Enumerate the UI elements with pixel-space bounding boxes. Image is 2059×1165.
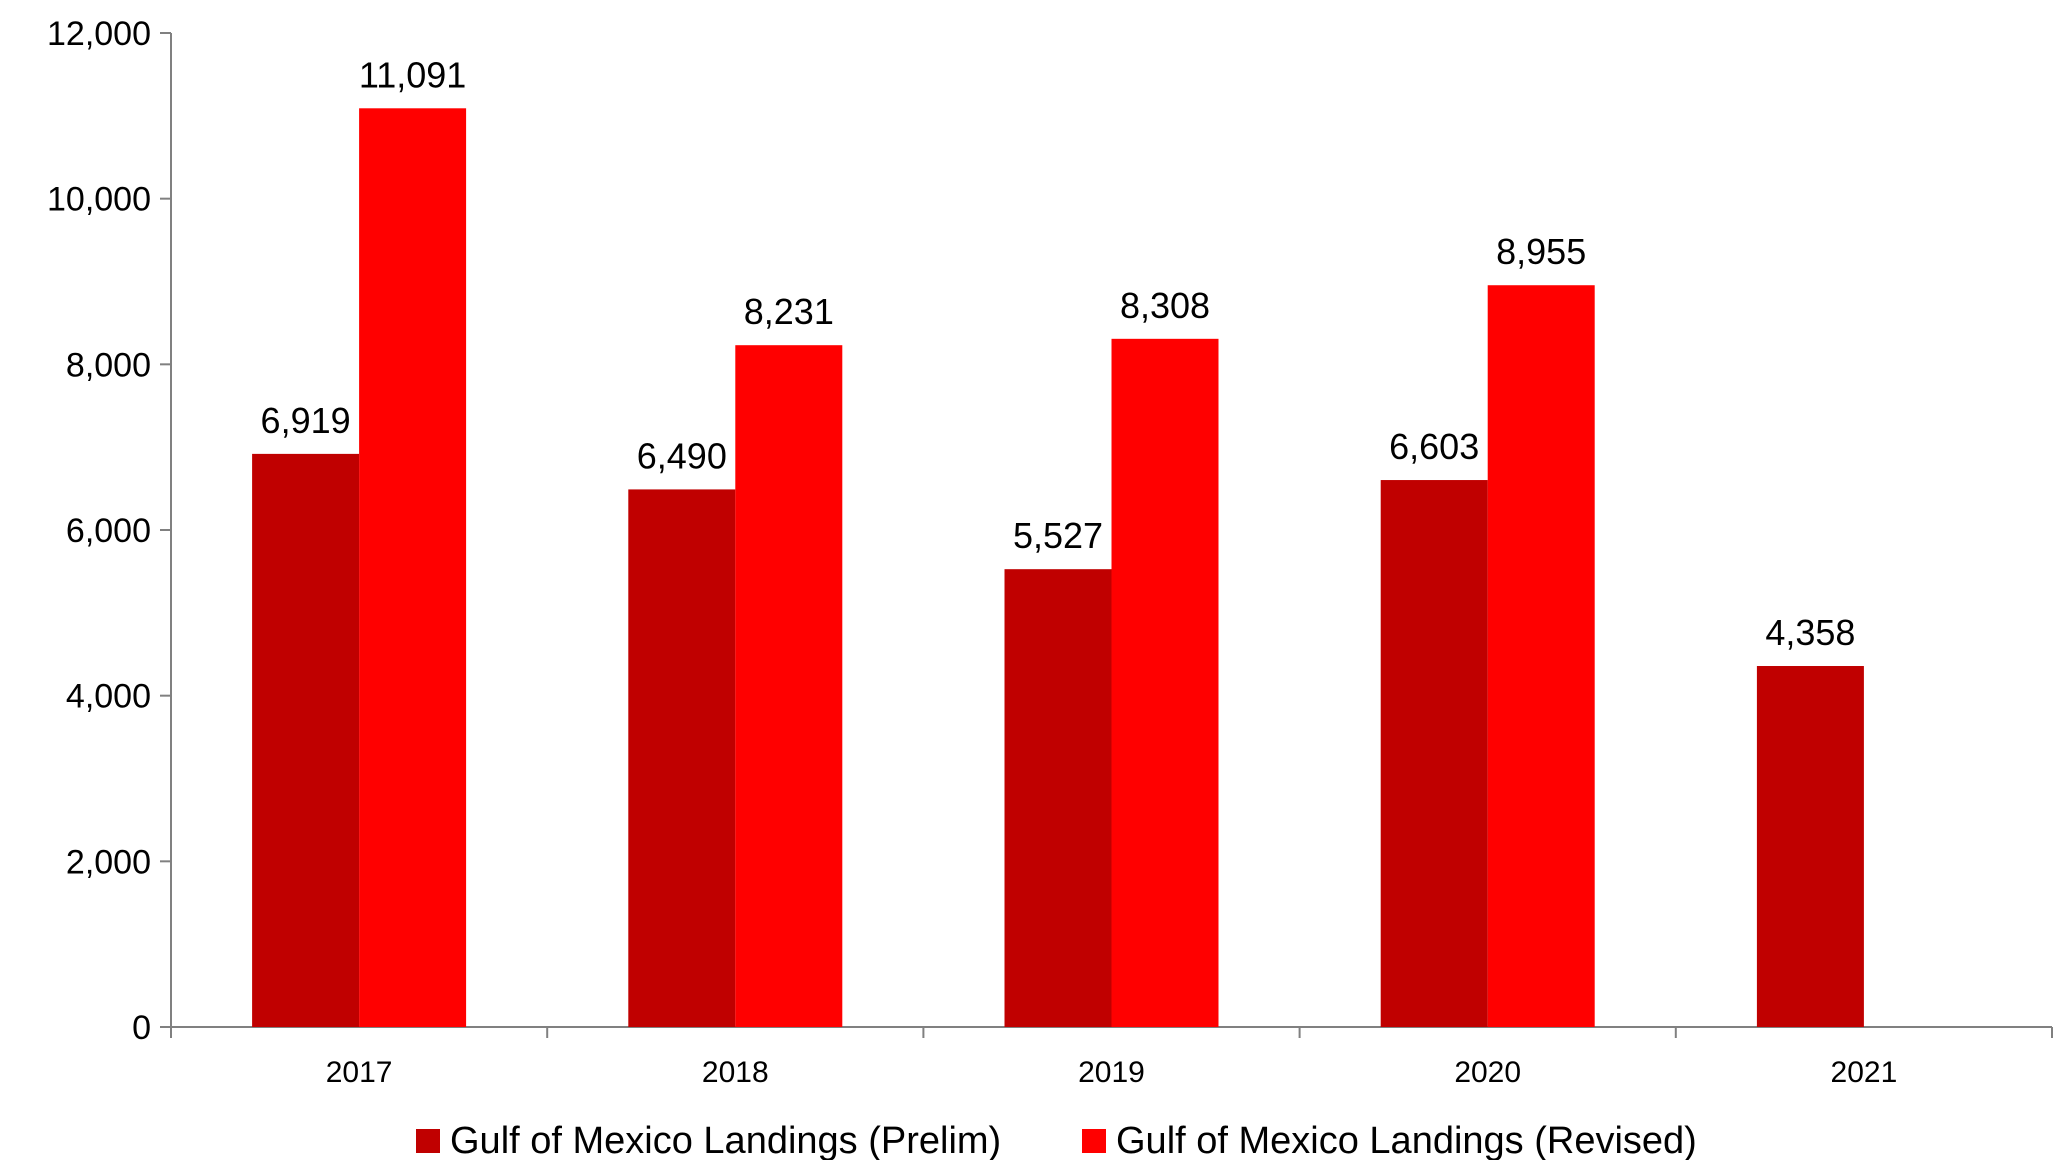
y-tick-label: 6,000 xyxy=(66,512,151,550)
x-tick-label: 2017 xyxy=(326,1056,393,1089)
bar-prelim-2019 xyxy=(1004,569,1112,1027)
y-tick-label: 10,000 xyxy=(47,181,151,219)
data-label-prelim-2020: 6,603 xyxy=(1389,426,1479,467)
y-tick-label: 0 xyxy=(132,1009,151,1047)
data-label-revised-2019: 8,308 xyxy=(1120,285,1210,326)
data-label-revised-2017: 11,091 xyxy=(359,54,466,95)
legend-label-prelim: Gulf of Mexico Landings (Prelim) xyxy=(450,1120,1001,1160)
legend-swatch-revised xyxy=(1082,1129,1106,1153)
data-label-prelim-2018: 6,490 xyxy=(637,435,727,476)
x-tick-label: 2021 xyxy=(1831,1056,1898,1089)
legend-swatch-prelim xyxy=(416,1129,440,1153)
y-tick-label: 12,000 xyxy=(47,15,151,53)
legend: Gulf of Mexico Landings (Prelim) Gulf of… xyxy=(416,1120,1697,1162)
data-label-prelim-2017: 6,919 xyxy=(261,400,351,441)
legend-label-revised: Gulf of Mexico Landings (Revised) xyxy=(1116,1120,1697,1160)
data-label-revised-2020: 8,955 xyxy=(1496,231,1586,272)
bar-prelim-2020 xyxy=(1380,480,1488,1027)
x-tick-label: 2019 xyxy=(1078,1056,1145,1089)
data-label-revised-2018: 8,231 xyxy=(744,291,834,332)
bar-revised-2017 xyxy=(359,108,467,1027)
bar-prelim-2018 xyxy=(628,489,736,1028)
x-tick-label: 2020 xyxy=(1454,1056,1521,1089)
y-tick-label: 8,000 xyxy=(66,346,151,384)
bar-prelim-2017 xyxy=(252,453,360,1027)
x-tick-label: 2018 xyxy=(702,1056,769,1089)
bar-revised-2018 xyxy=(735,345,843,1027)
plot-area: 0 2,000 4,000 6,000 8,000 10,000 12,000 2017 6,9… xyxy=(47,15,2053,1089)
bar-revised-2019 xyxy=(1111,338,1219,1027)
y-tick-label: 2,000 xyxy=(66,843,151,881)
bar-prelim-2021 xyxy=(1756,666,1864,1027)
data-label-prelim-2019: 5,527 xyxy=(1013,515,1103,556)
bar-revised-2020 xyxy=(1487,285,1595,1027)
y-tick-label: 4,000 xyxy=(66,678,151,716)
data-label-prelim-2021: 4,358 xyxy=(1765,612,1855,653)
